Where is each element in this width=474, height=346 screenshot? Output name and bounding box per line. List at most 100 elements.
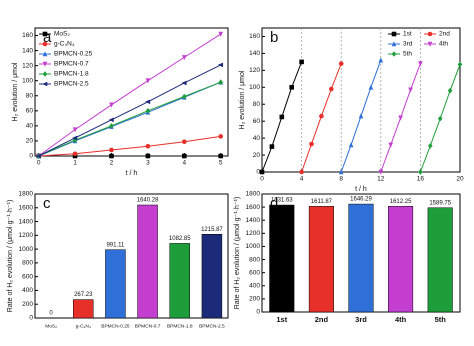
y-axis-label: H₂ evolution / μmol (12, 62, 19, 121)
x-tick-label: 5th (435, 315, 447, 324)
value-label: 0 (49, 311, 53, 317)
y-tick-label: 140 (22, 47, 33, 54)
panel-label: b (270, 29, 278, 46)
series-line (38, 135, 221, 157)
marker (218, 31, 224, 37)
bar (427, 207, 453, 313)
value-label: 1646.29 (350, 197, 372, 203)
marker (181, 80, 187, 86)
bar (308, 206, 334, 313)
x-tick-label: 0 (260, 176, 264, 183)
marker (108, 117, 114, 123)
legend-label: 4th (439, 41, 448, 48)
y-tick-label: 1000 (246, 243, 261, 250)
x-tick-label: 4 (182, 160, 186, 167)
bar (73, 299, 94, 319)
y-tick-label: 1400 (246, 217, 261, 224)
marker (279, 114, 285, 120)
bar (105, 249, 126, 319)
marker (182, 93, 187, 100)
legend-label: 5th (403, 51, 412, 58)
y-tick-label: 1200 (19, 232, 34, 239)
y-tick-label: 40 (26, 123, 34, 130)
marker (269, 144, 275, 149)
marker (378, 169, 384, 175)
marker (42, 31, 48, 37)
marker (42, 71, 48, 77)
value-label: 267.23 (74, 292, 93, 298)
y-tick-label: 600 (249, 269, 260, 276)
panel-label: c (43, 195, 51, 212)
marker (388, 142, 393, 148)
legend-label: BPMCN-2.5 (54, 81, 89, 88)
x-tick-label: 1st (276, 315, 287, 324)
legend-label: BPMCN-1.8 (54, 71, 89, 78)
marker (398, 115, 403, 121)
x-tick-label: 4 (300, 176, 304, 183)
marker (217, 62, 224, 68)
x-tick-label: BPMCN-2.5 (199, 323, 225, 329)
y-tick-label: 80 (253, 101, 261, 108)
x-tick-label: 0 (37, 160, 41, 167)
panel-label: d (270, 195, 278, 212)
x-tick-label: BPMCN-0.25 (101, 323, 130, 329)
value-label: 1640.28 (137, 198, 159, 204)
marker (427, 41, 433, 47)
y-tick-label: 1800 (246, 191, 261, 198)
marker (182, 55, 187, 61)
value-label: 1631.63 (271, 198, 293, 204)
y-tick-label: 800 (22, 260, 33, 267)
marker (72, 135, 78, 141)
y-tick-label: 200 (22, 301, 33, 308)
y-tick-label: 160 (22, 32, 33, 39)
marker (218, 153, 224, 159)
marker (72, 127, 78, 133)
bar (201, 233, 223, 319)
value-label: 1612.25 (390, 199, 412, 205)
x-axis-label: t / h (355, 186, 367, 193)
marker (35, 153, 41, 159)
marker (109, 147, 114, 153)
marker (391, 41, 397, 47)
marker (427, 31, 433, 37)
bar (269, 204, 295, 313)
y-axis-label: H₂ evolution / μmol (239, 70, 246, 129)
marker (109, 102, 114, 108)
y-tick-label: 1000 (19, 246, 34, 253)
marker (348, 142, 354, 148)
marker (72, 151, 78, 157)
plot-frame (34, 193, 229, 319)
x-tick-label: 3rd (355, 315, 367, 324)
legend-label: 3rd (403, 41, 413, 48)
marker (42, 41, 48, 47)
marker (309, 141, 314, 147)
marker (358, 113, 364, 119)
value-label: 1589.75 (429, 200, 451, 206)
x-tick-label: 4th (395, 315, 407, 324)
y-tick-label: 800 (249, 256, 260, 263)
bar (169, 243, 190, 319)
x-tick-label: MoS₂ (45, 323, 57, 329)
marker (378, 57, 384, 63)
marker (289, 84, 294, 90)
marker (145, 143, 151, 149)
y-tick-label: 0 (29, 315, 33, 322)
marker (319, 113, 324, 119)
marker (259, 169, 265, 175)
y-tick-label: 60 (253, 118, 261, 125)
marker (428, 142, 433, 149)
x-tick-label: 12 (377, 176, 385, 183)
y-tick-label: 100 (249, 84, 260, 91)
y-axis-label: Rate of H₂ evolution / (μmol·g⁻¹·h⁻¹) (234, 197, 241, 310)
y-tick-label: 0 (256, 169, 260, 176)
panel-label: a (43, 29, 52, 46)
x-tick-label: BPMCN-0.7 (135, 323, 161, 329)
bar (137, 204, 158, 319)
y-tick-label: 1400 (19, 218, 34, 225)
series-line (38, 81, 221, 157)
marker (368, 84, 374, 90)
y-tick-label: 600 (22, 273, 33, 280)
series-line (38, 33, 221, 157)
marker (182, 139, 187, 144)
